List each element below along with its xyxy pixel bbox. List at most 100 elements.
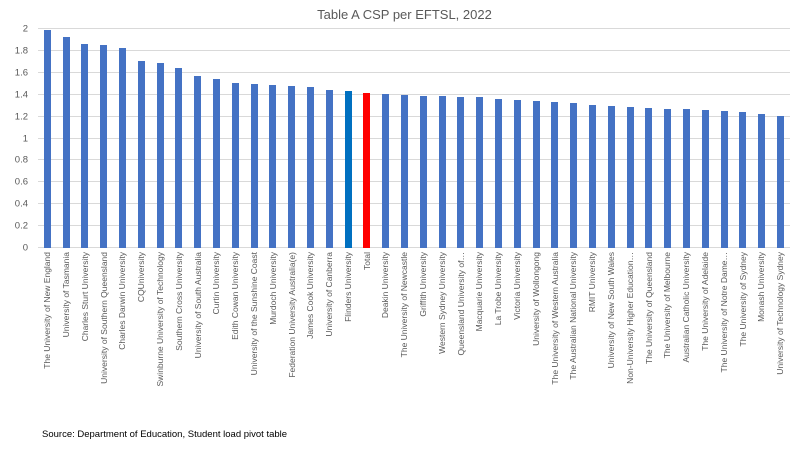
bar-university-of-technology-sydney (776, 115, 784, 248)
x-label-cell: Deakin University (376, 252, 395, 426)
x-label: Flinders University (342, 252, 353, 322)
gridline (38, 159, 790, 161)
y-tick-label: 1.2 (14, 111, 28, 123)
bar-victoria-university (513, 100, 521, 248)
x-label-cell: Monash University (752, 252, 771, 426)
y-axis: 0 0.2 0.4 0.6 0.8 1 1.2 1.4 1.6 1.8 2 (0, 24, 32, 254)
bar-column (696, 29, 715, 248)
x-label-cell: University of Technology Sydney (771, 252, 790, 426)
x-label: The University of New England (42, 252, 53, 369)
y-tick-label: 0.4 (14, 198, 28, 210)
bar-the-university-of-queensland (645, 107, 653, 248)
bar-curtin-university (213, 79, 221, 248)
bar-column (320, 29, 339, 248)
gridline (38, 49, 790, 51)
bar-charles-darwin-university (119, 47, 127, 248)
x-label: James Cook University (305, 252, 316, 339)
x-label: Monash University (756, 252, 767, 322)
gridline (38, 181, 790, 183)
bar-column (433, 29, 452, 248)
bar-column (470, 29, 489, 248)
bar-column (132, 29, 151, 248)
y-tick-label: 0.2 (14, 220, 28, 232)
x-label: Western Sydney University (436, 252, 447, 354)
bar-column (489, 29, 508, 248)
bar-la-trobe-university (495, 99, 503, 248)
x-label: Griffith University (418, 252, 429, 317)
x-label-cell: Charles Darwin University (113, 252, 132, 426)
x-label-cell: Murdoch University (264, 252, 283, 426)
x-label: The University of Notre Dame… (718, 252, 729, 373)
bar-the-university-of-adelaide (701, 110, 709, 248)
x-label: Federation University Australia(e) (286, 252, 297, 378)
x-label: Queensland University of… (455, 252, 466, 356)
gridline (38, 71, 790, 73)
x-label: Victoria University (512, 252, 523, 320)
bar-column (677, 29, 696, 248)
bar-column (264, 29, 283, 248)
bar-column (170, 29, 189, 248)
x-label: Deakin University (380, 252, 391, 319)
gridline (38, 93, 790, 95)
x-label-cell: Southern Cross University (170, 252, 189, 426)
bar-the-university-of-newcastle (401, 94, 409, 248)
x-label: Total (361, 252, 372, 270)
x-label-cell: Macquarie University (470, 252, 489, 426)
bar-column (564, 29, 583, 248)
x-label-cell: University of Tasmania (57, 252, 76, 426)
x-label-cell: Western Sydney University (433, 252, 452, 426)
y-tick-label: 2 (22, 23, 28, 35)
x-label: RMIT University (587, 252, 598, 313)
bar-university-of-canberra (325, 90, 333, 248)
x-label: Charles Darwin University (117, 252, 128, 350)
x-label-cell: Federation University Australia(e) (282, 252, 301, 426)
x-label-cell: University of the Sunshine Coast (245, 252, 264, 426)
bar-james-cook-university (307, 87, 315, 248)
x-label: CQUniversity (136, 252, 147, 303)
bar-column (226, 29, 245, 248)
gridline (38, 28, 790, 29)
x-label-cell: Swinburne University of Technology (151, 252, 170, 426)
y-tick-label: 1.4 (14, 89, 28, 101)
x-label-cell: University of New South Wales (602, 252, 621, 426)
bar-murdoch-university (269, 84, 277, 248)
bar-queensland-university-of (457, 96, 465, 248)
bar-flinders-university (344, 91, 352, 248)
x-label: Murdoch University (267, 252, 278, 325)
plot-area (38, 28, 790, 248)
x-label-cell: Edith Cowan University (226, 252, 245, 426)
bar-cquniversity (137, 60, 145, 248)
x-label: The Australian National University (568, 252, 579, 380)
bar-griffith-university (419, 95, 427, 248)
x-label-cell: Non-University Higher Education… (621, 252, 640, 426)
x-label-cell: Queensland University of… (452, 252, 471, 426)
x-label-cell: La Trobe University (489, 252, 508, 426)
x-label-cell: University of South Australia (188, 252, 207, 426)
x-label-cell: Victoria University (508, 252, 527, 426)
bar-total (363, 92, 371, 248)
bar-university-of-tasmania (62, 36, 70, 248)
x-label-cell: The University of Notre Dame… (715, 252, 734, 426)
x-label-cell: Curtin University (207, 252, 226, 426)
bar-university-of-south-australia (194, 76, 202, 248)
x-label: Swinburne University of Technology (154, 252, 165, 387)
bar-edith-cowan-university (231, 82, 239, 248)
x-label: La Trobe University (493, 252, 504, 326)
x-label: Non-University Higher Education… (624, 252, 635, 384)
x-label-cell: University of Wollongong (527, 252, 546, 426)
x-label-cell: The University of Western Australia (546, 252, 565, 426)
bar-column (38, 29, 57, 248)
bar-column (733, 29, 752, 248)
bar-column (602, 29, 621, 248)
x-label: Edith Cowan University (230, 252, 241, 340)
x-label: University of South Australia (192, 252, 203, 359)
x-label: The University of Queensland (643, 252, 654, 364)
bar-column (76, 29, 95, 248)
x-label: The University of Adelaide (700, 252, 711, 351)
bar-university-of-wollongong (532, 101, 540, 248)
bar-column (94, 29, 113, 248)
x-label: Charles Sturt University (79, 252, 90, 342)
bar-column (57, 29, 76, 248)
x-label: University of the Sunshine Coast (248, 252, 259, 376)
gridline (38, 115, 790, 117)
